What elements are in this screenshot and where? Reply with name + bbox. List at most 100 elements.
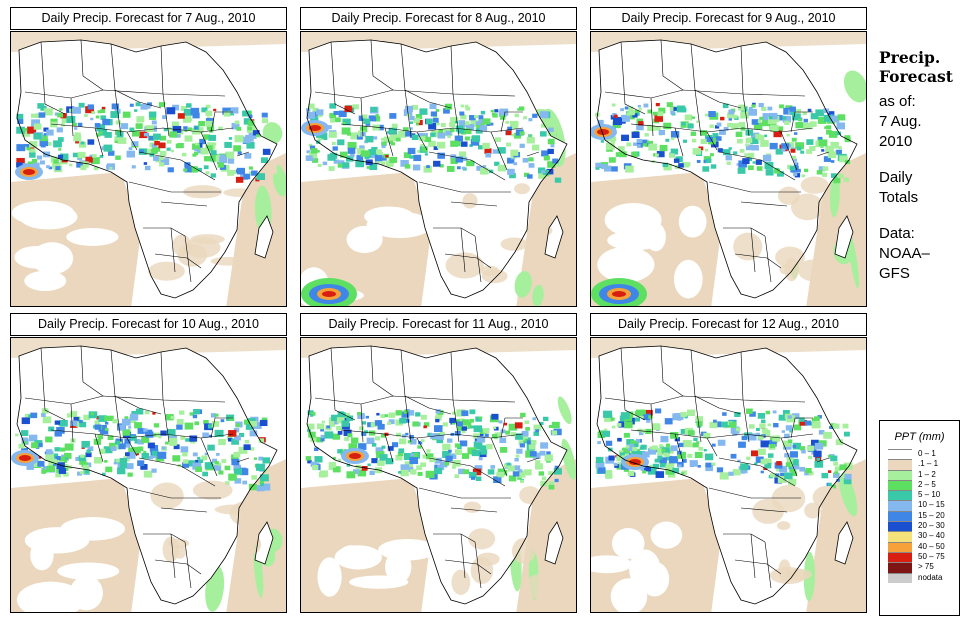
precip-cell (82, 464, 89, 470)
precip-cell (525, 450, 535, 458)
precip-cell (735, 131, 743, 138)
ocean-dry-area (639, 561, 670, 597)
ocean-rain-streak (838, 470, 858, 517)
precip-cell (732, 114, 738, 119)
precip-cell (670, 432, 679, 439)
precip-cell (409, 435, 414, 439)
precip-cell (789, 106, 796, 112)
legend-label: nodata (918, 572, 943, 582)
precip-cell (499, 437, 507, 444)
precip-cell (692, 442, 699, 448)
precip-cell (792, 445, 797, 448)
precip-cell (389, 156, 398, 163)
light-precip-area (769, 567, 808, 585)
precip-cell (482, 165, 487, 168)
precip-cell (388, 412, 396, 418)
legend-swatch (888, 469, 912, 480)
precip-cell (355, 160, 365, 168)
precip-cell (497, 164, 507, 172)
precip-cell (470, 139, 480, 146)
precip-cell (802, 122, 812, 130)
precip-cell (616, 464, 624, 470)
light-precip-area (500, 237, 528, 251)
precip-cell (371, 458, 378, 464)
precip-cell (87, 446, 94, 451)
precip-cell (777, 475, 787, 483)
precip-cell (330, 118, 336, 123)
precip-cell (31, 442, 39, 449)
precip-cell (611, 103, 616, 107)
precip-cell (461, 166, 466, 170)
precip-cell (412, 472, 416, 475)
precip-cell (207, 444, 215, 451)
precip-cell (829, 425, 833, 430)
heavy-precip-hotspot (19, 455, 31, 461)
precip-cell (600, 140, 605, 143)
precip-cell (231, 122, 240, 130)
country-border (416, 437, 428, 457)
precip-cell (196, 148, 204, 154)
precip-cell (374, 155, 383, 162)
precip-cell (818, 139, 828, 147)
precip-cell (735, 427, 741, 432)
precip-cell (375, 114, 379, 117)
precip-cell (205, 171, 210, 175)
country-border (154, 253, 202, 269)
country-border (384, 127, 394, 157)
precip-cell (526, 137, 535, 144)
precip-cell (648, 143, 658, 151)
precip-cell (128, 447, 137, 455)
precip-cell (799, 417, 805, 422)
precip-cell (59, 419, 68, 427)
country-border (114, 395, 122, 443)
precip-cell (57, 137, 64, 142)
precip-cell (86, 449, 91, 454)
precip-cell (553, 428, 562, 436)
precip-cell (77, 122, 83, 127)
precip-cell (17, 119, 24, 125)
precip-cell (483, 428, 490, 434)
legend-label: 1 – 2 (918, 469, 936, 479)
precip-cell (152, 133, 161, 140)
precip-cell (737, 138, 743, 144)
precip-cell (69, 163, 73, 167)
precip-cell (611, 166, 618, 172)
precip-cell (532, 452, 541, 459)
legend-swatch (888, 449, 912, 460)
precip-cell (519, 443, 525, 448)
precip-cell (165, 414, 174, 421)
precip-cell (639, 446, 644, 450)
precip-cell (663, 452, 669, 457)
precip-cell (135, 102, 141, 107)
precip-cell (54, 430, 62, 437)
precip-cell (677, 464, 682, 468)
precip-cell (778, 414, 787, 421)
country-border (160, 507, 208, 513)
precip-cell (784, 120, 790, 125)
precip-cell (129, 103, 134, 107)
country-border (450, 507, 498, 513)
precip-cell (806, 139, 814, 145)
precip-cell (844, 473, 852, 480)
precip-cell (648, 415, 653, 419)
precip-cell (693, 437, 698, 442)
precip-cell (817, 116, 827, 124)
precip-cell (442, 422, 448, 427)
coastline (306, 39, 568, 299)
precip-cell (409, 121, 414, 124)
precip-cell (547, 138, 555, 145)
precip-cell (510, 120, 519, 128)
precip-cell (423, 425, 427, 429)
precip-cell (64, 457, 68, 460)
africa-map-svg (591, 32, 866, 306)
precip-cell (520, 479, 524, 483)
daily-line2: Totals (879, 189, 919, 206)
precip-cell (740, 126, 746, 131)
legend-item: 30 – 40 (888, 531, 959, 542)
precip-cell (437, 434, 444, 440)
light-precip-area (733, 232, 763, 261)
precip-cell (214, 461, 219, 465)
panel-title: Daily Precip. Forecast for 9 Aug., 2010 (590, 7, 867, 30)
precip-cell (783, 440, 791, 447)
ocean-dry-area (364, 206, 414, 227)
